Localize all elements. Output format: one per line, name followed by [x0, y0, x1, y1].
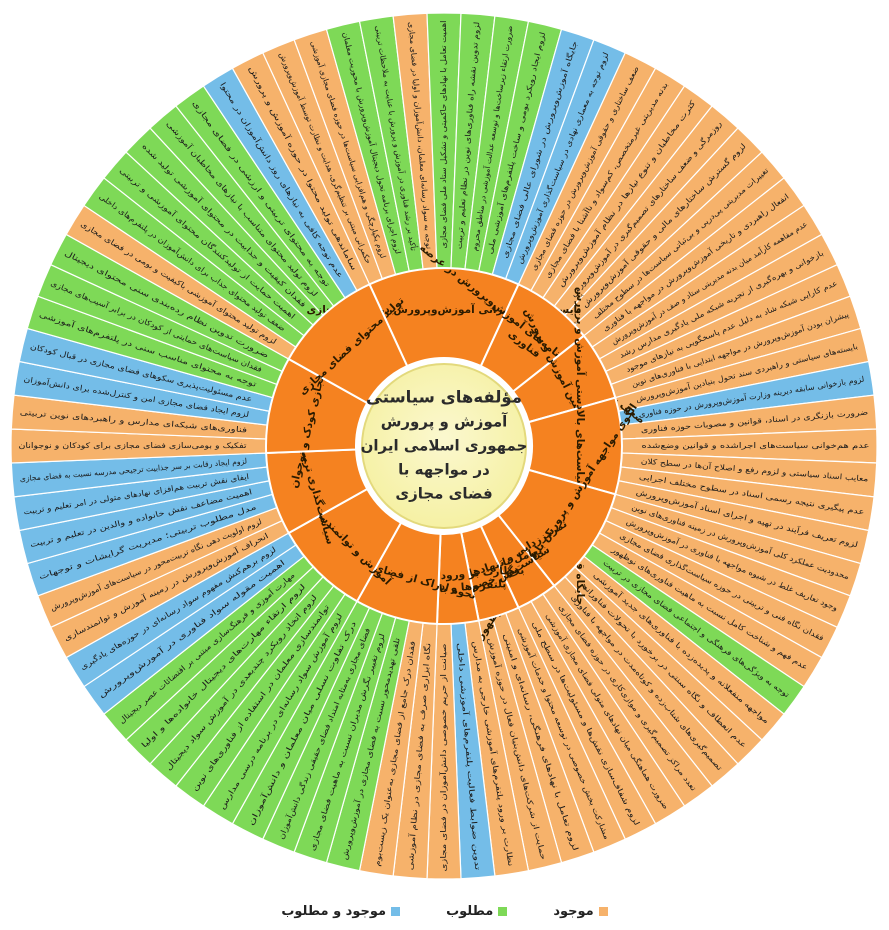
legend: موجود مطلوب موجود و مطلوب [0, 898, 889, 924]
center-title-line: فضای مجازی [395, 485, 492, 503]
policy-wheel-diagram: حکمرانی مبتنی بر تنظیم‌گری، هدایت و نظار… [10, 12, 878, 880]
center-title-line: مؤلفه‌های سیاستی [366, 388, 522, 408]
spoke-ring: حکمرانی مبتنی بر تنظیم‌گری، هدایت و نظار… [10, 12, 878, 880]
center-title-line: در مواجهه با [398, 461, 490, 479]
legend-item-required: مطلوب [446, 903, 508, 919]
legend-swatch-required [498, 906, 508, 916]
spoke-label: تفکیک و بومی‌سازی فضای مجازی برای کودکان… [19, 441, 247, 450]
legend-label-existing-and-required: موجود و مطلوب [281, 903, 387, 919]
spoke-label: صیانت از حریم خصوصی دانش‌آموزان در فضای … [438, 644, 448, 872]
center-hub: مؤلفه‌های سیاستی آموزش و پرورش جمهوری اسلا… [356, 358, 532, 534]
center-title-line: آموزش و پرورش [381, 413, 508, 432]
legend-swatch-existing-and-required [391, 906, 401, 916]
legend-label-required: مطلوب [446, 903, 494, 919]
legend-item-existing-and-required: موجود و مطلوب [281, 903, 401, 919]
spoke-label: عدم هم‌خوانی سیاست‌های اجراشده و قوانین … [642, 441, 870, 450]
spoke-label: اهمیت تعامل با نهادهای حاکمیتی و تشکیل س… [439, 21, 448, 249]
center-title-line: جمهوری اسلامی ایران [361, 437, 528, 455]
legend-swatch-existing [598, 906, 608, 916]
legend-item-existing: موجود [553, 903, 608, 919]
hub-disc [361, 363, 527, 529]
legend-label-existing: موجود [553, 903, 594, 919]
